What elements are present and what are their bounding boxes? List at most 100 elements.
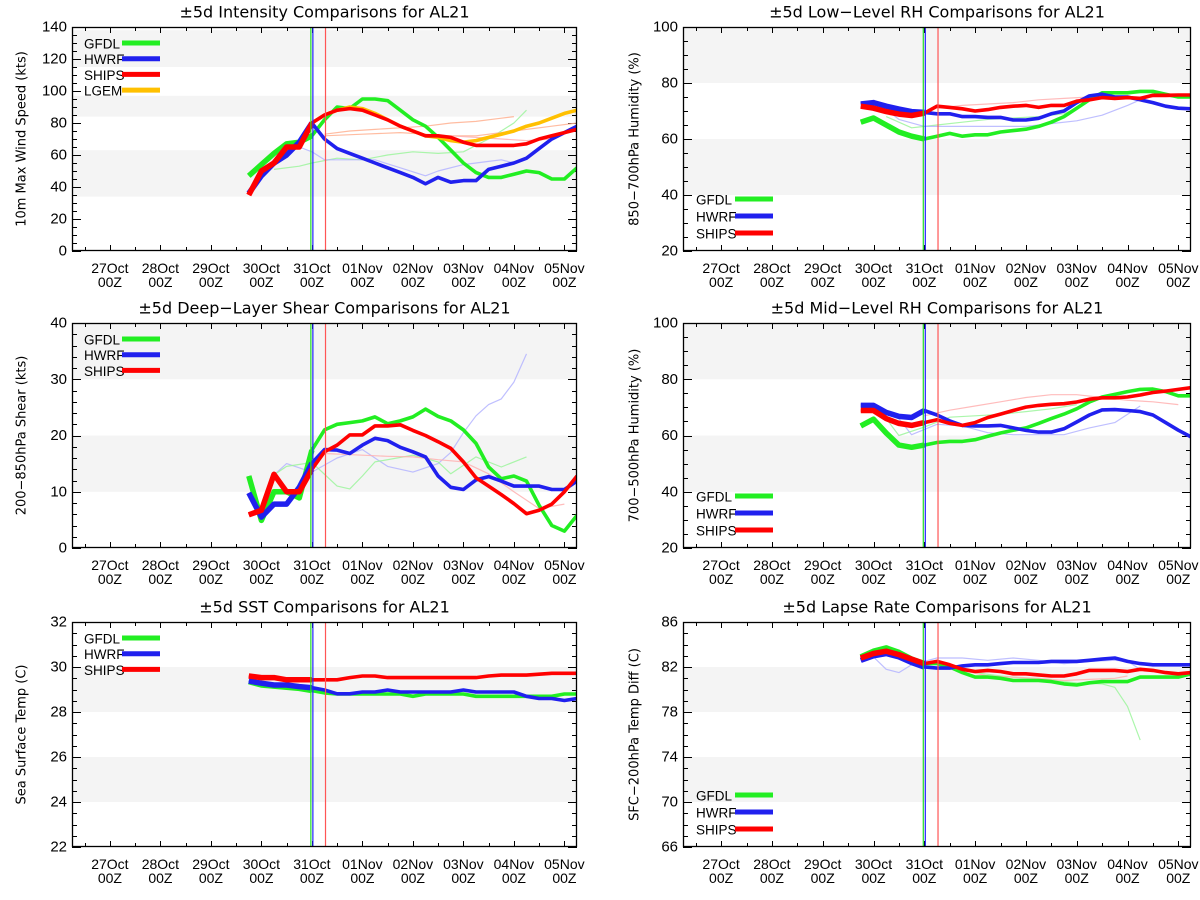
legend: GFDL HWRF SHIPS — [696, 193, 773, 242]
legend-label: GFDL — [696, 193, 732, 208]
plot-area — [248, 671, 577, 703]
y-tick-label: 82 — [661, 659, 678, 676]
x-tick-date-label: 27Oct — [702, 260, 739, 276]
y-tick-label: 40 — [50, 315, 67, 332]
x-tick-date-label: 28Oct — [142, 856, 179, 872]
y-tick-label: 60 — [50, 147, 67, 164]
x-tick-time-label: 00Z — [300, 274, 325, 290]
x-tick-time-label: 00Z — [709, 274, 734, 290]
x-tick-date-label: 01Nov — [955, 557, 995, 573]
x-tick-date-label: 31Oct — [293, 557, 330, 573]
x-tick-time-label: 00Z — [1014, 870, 1039, 886]
legend-label: GFDL — [696, 490, 732, 505]
x-tick-time-label: 00Z — [912, 870, 937, 886]
y-tick-label: 20 — [50, 427, 67, 444]
x-tick-time-label: 00Z — [401, 870, 426, 886]
y-tick-label: 40 — [50, 179, 67, 196]
x-tick-date-label: 03Nov — [1056, 260, 1096, 276]
previous-forecast-line — [324, 122, 577, 137]
x-tick-date-label: 27Oct — [91, 557, 128, 573]
y-tick-label: 60 — [661, 427, 678, 444]
x-tick-time-label: 00Z — [1166, 571, 1191, 587]
x-tick-time-label: 00Z — [98, 571, 123, 587]
x-tick-time-label: 00Z — [861, 571, 886, 587]
x-tick-date-label: 29Oct — [192, 260, 229, 276]
x-tick-date-label: 02Nov — [393, 260, 433, 276]
chart-title: ±5d Deep−Layer Shear Comparisons for AL2… — [138, 299, 510, 318]
x-tick-date-label: 04Nov — [494, 260, 534, 276]
legend-label: SHIPS — [696, 227, 737, 242]
x-tick-time-label: 00Z — [451, 870, 476, 886]
x-tick-date-label: 27Oct — [702, 557, 739, 573]
x-tick-date-label: 29Oct — [804, 557, 841, 573]
x-tick-time-label: 00Z — [1065, 274, 1090, 290]
previous-forecast-line — [324, 452, 565, 510]
y-tick-label: 140 — [42, 19, 67, 36]
x-tick-date-label: 02Nov — [393, 557, 433, 573]
legend-label: HWRF — [84, 348, 125, 363]
legend: GFDL HWRF SHIPS — [696, 789, 773, 838]
legend-label: SHIPS — [696, 823, 737, 838]
x-tick-date-label: 30Oct — [243, 856, 280, 872]
x-tick-date-label: 02Nov — [1006, 856, 1046, 872]
previous-forecast-line — [873, 656, 1141, 674]
x-tick-time-label: 00Z — [1065, 870, 1090, 886]
series-analysis-segment-gfdl — [859, 416, 925, 451]
y-tick-label: 40 — [661, 483, 678, 500]
y-axis-label: SFC−200hPa Temp Diff (C) — [628, 648, 643, 821]
value-band — [683, 27, 1191, 83]
x-tick-date-label: 31Oct — [906, 856, 943, 872]
series-analysis-segment-hwrf — [248, 678, 313, 691]
x-tick-time-label: 00Z — [148, 870, 173, 886]
previous-forecast-line — [949, 666, 1141, 741]
x-tick-date-label: 01Nov — [342, 260, 382, 276]
x-tick-date-label: 28Oct — [753, 260, 790, 276]
x-tick-date-label: 03Nov — [443, 260, 483, 276]
x-tick-time-label: 00Z — [1115, 274, 1140, 290]
x-tick-time-label: 00Z — [709, 571, 734, 587]
x-tick-date-label: 05Nov — [544, 856, 584, 872]
previous-forecast-line — [885, 107, 1077, 129]
y-tick-label: 10 — [50, 483, 67, 500]
x-tick-date-label: 31Oct — [906, 557, 943, 573]
x-tick-time-label: 00Z — [552, 274, 577, 290]
chart-panel-deep-layer-shear: ±5d Deep−Layer Shear Comparisons for AL2… — [15, 299, 585, 588]
x-tick-date-label: 27Oct — [91, 856, 128, 872]
x-tick-time-label: 00Z — [963, 571, 988, 587]
series-analysis-segment-hwrf — [860, 99, 925, 116]
x-tick-time-label: 00Z — [401, 571, 426, 587]
x-tick-time-label: 00Z — [148, 571, 173, 587]
legend-item-hwrf: HWRF — [696, 507, 773, 522]
y-tick-label: 70 — [661, 794, 678, 811]
x-tick-time-label: 00Z — [1115, 870, 1140, 886]
legend-label: HWRF — [696, 806, 737, 821]
legend-item-gfdl: GFDL — [696, 490, 773, 505]
plot-frame — [71, 621, 578, 848]
value-band — [72, 150, 577, 197]
x-tick-time-label: 00Z — [552, 870, 577, 886]
chart-title: ±5d Lapse Rate Comparisons for AL21 — [782, 598, 1091, 617]
plot-frame — [71, 26, 578, 252]
y-tick-label: 26 — [50, 749, 67, 766]
x-tick-date-label: 04Nov — [1107, 260, 1147, 276]
y-tick-label: 78 — [661, 704, 678, 721]
previous-forecast-line — [299, 146, 515, 177]
value-band — [683, 435, 1191, 492]
x-tick-time-label: 00Z — [963, 870, 988, 886]
legend-item-hwrf: HWRF — [84, 348, 160, 363]
previous-forecast-line — [273, 353, 528, 476]
previous-forecast-line — [873, 99, 1141, 128]
chart-panel-mid-level-rh: ±5d Mid−Level RH Comparisons for AL21 700… — [628, 299, 1199, 588]
x-tick-date-label: 28Oct — [753, 856, 790, 872]
x-tick-date-label: 29Oct — [804, 260, 841, 276]
x-tick-time-label: 00Z — [502, 571, 527, 587]
legend-item-ships: SHIPS — [84, 68, 160, 83]
x-tick-date-label: 28Oct — [753, 557, 790, 573]
x-tick-date-label: 04Nov — [494, 856, 534, 872]
x-tick-time-label: 00Z — [861, 274, 886, 290]
y-tick-label: 32 — [50, 614, 67, 631]
x-tick-time-label: 00Z — [451, 571, 476, 587]
series-analysis-segment-hwrf — [860, 402, 926, 421]
legend-item-hwrf: HWRF — [696, 210, 773, 225]
